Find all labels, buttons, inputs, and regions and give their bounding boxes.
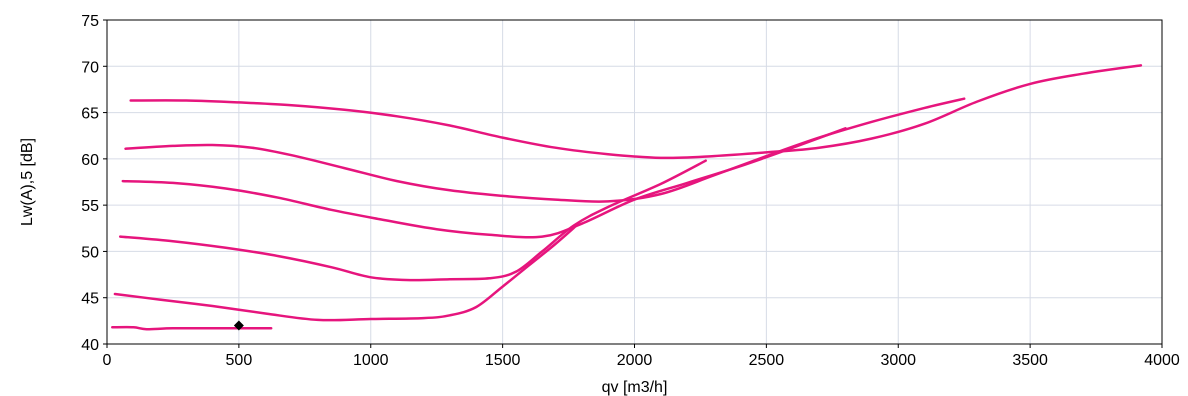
y-tick-label: 45 — [81, 291, 99, 308]
operating-points — [233, 320, 244, 331]
operating-point-marker — [233, 320, 244, 331]
y-tick-label: 65 — [81, 106, 99, 123]
series-group — [111, 64, 1143, 331]
tick-labels: 0 500 1000 1500 2000 2500 3000 3500 4000 40 45 50 55… — [81, 13, 1180, 369]
x-tick-label: 1000 — [353, 352, 389, 369]
y-tick-label: 55 — [81, 198, 99, 215]
y-tick-label: 60 — [81, 152, 99, 169]
x-tick-label: 1500 — [485, 352, 521, 369]
y-tick-label: 40 — [81, 337, 99, 354]
x-tick-label: 4000 — [1144, 352, 1180, 369]
fan-curve-1 — [129, 64, 1143, 160]
fan-curve-6 — [111, 325, 273, 331]
x-tick-label: 3500 — [1012, 352, 1048, 369]
y-axis-title: Lw(A),5 [dB] — [19, 138, 36, 226]
fan-curve-4 — [118, 159, 707, 282]
x-axis-title: qv [m3/h] — [602, 379, 668, 396]
y-tick-label: 70 — [81, 59, 99, 76]
fan-curve-2 — [124, 97, 966, 203]
y-tick-label: 50 — [81, 244, 99, 261]
fan-curve-5 — [113, 224, 578, 322]
x-tick-label: 3000 — [880, 352, 916, 369]
x-tick-label: 0 — [103, 352, 112, 369]
x-tick-label: 2500 — [749, 352, 785, 369]
grid — [107, 20, 1162, 344]
x-tick-label: 500 — [226, 352, 253, 369]
x-tick-label: 2000 — [617, 352, 653, 369]
y-tick-label: 75 — [81, 13, 99, 30]
fan-curve-3 — [121, 127, 847, 239]
